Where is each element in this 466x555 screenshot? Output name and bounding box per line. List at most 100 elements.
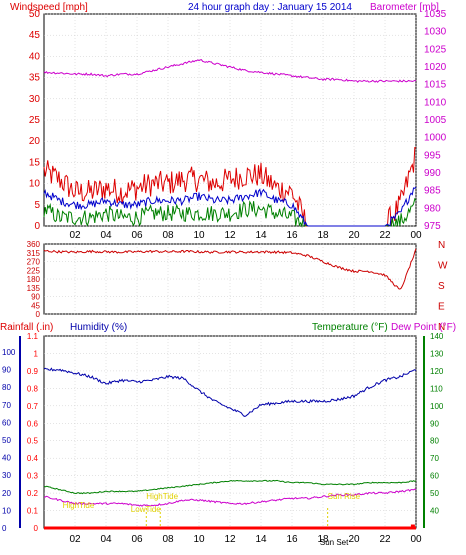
rain-tick-label: 0.7: [27, 402, 39, 411]
y-tick-label: 360: [27, 240, 41, 249]
humidity-series: [43, 367, 417, 417]
temp-tick-label: 130: [430, 349, 444, 358]
x-tick-label: 02: [69, 534, 81, 545]
humidity-tick-label: 80: [2, 383, 11, 392]
y-tick-label: 40: [29, 51, 41, 62]
x-tick-label: 00: [410, 534, 422, 545]
rain-tick-label: 0.8: [27, 384, 39, 393]
wind-y-axis: 0 5 10 15 20 25 30 35 40 45 50: [29, 9, 41, 232]
temp-series: [43, 367, 417, 530]
compass-label: E: [438, 302, 445, 313]
rain-tick-label: 0.2: [27, 489, 39, 498]
y2-tick-label: 995: [424, 150, 441, 161]
barometer-y-axis: 975 980 985 990 995 1000 1005 1010 1015 1020 1025 1…: [424, 9, 447, 232]
y-tick-label: 50: [29, 9, 41, 20]
humidity-tick-label: 30: [2, 471, 11, 480]
humidity-tick-label: 50: [2, 436, 11, 445]
y-tick-label: 25: [29, 115, 41, 126]
temp-panel-grid: [44, 335, 417, 529]
direction-series: [43, 248, 417, 290]
temp-tick-label: 70: [430, 454, 439, 463]
rain-tick-label: 0.5: [27, 437, 39, 446]
x-tick-label: 00: [410, 230, 422, 241]
temperature-series: [43, 479, 417, 495]
wind-panel-grid: [44, 13, 417, 227]
y-tick-label: 45: [29, 30, 41, 41]
y-tick-label: 90: [31, 293, 40, 302]
barometer-series: [43, 59, 417, 83]
humidity-tick-label: 40: [2, 454, 11, 463]
wind-series: [43, 59, 417, 228]
sun-label: Sun Set: [320, 538, 349, 547]
x-tick-label: 04: [100, 230, 112, 241]
y2-tick-label: 1015: [424, 80, 447, 91]
y-tick-label: 20: [29, 136, 41, 147]
y2-tick-label: 975: [424, 221, 441, 232]
x-tick-label: 14: [255, 534, 267, 545]
y-tick-label: 5: [34, 200, 40, 211]
temp-tick-label: 140: [430, 332, 444, 341]
y-tick-label: 180: [27, 275, 41, 284]
humidity-label: Humidity (%): [70, 322, 127, 333]
x-tick-label: 12: [224, 230, 236, 241]
humidity-tick-label: 20: [2, 489, 11, 498]
dewpoint-label: Dew Point (°F): [391, 322, 456, 333]
rain-tick-label: 0.4: [27, 454, 39, 463]
wind-x-axis: 02 04 06 08 10 12 14 16 18 20 22 00: [69, 230, 422, 241]
rain-tick-label: 0.3: [27, 472, 39, 481]
x-tick-label: 10: [193, 230, 205, 241]
x-tick-label: 06: [131, 230, 143, 241]
x-tick-label: 06: [131, 534, 143, 545]
temp-tick-label: 50: [430, 489, 439, 498]
x-tick-label: 16: [286, 230, 298, 241]
humidity-y-axis: 0 10 20 30 40 50 60 70 80 90 100: [2, 336, 21, 533]
windspeed-label: Windspeed [mph]: [10, 2, 88, 13]
x-tick-label: 16: [286, 534, 298, 545]
y-tick-label: 135: [27, 284, 41, 293]
chart-title: 24 hour graph day : January 15 2014: [188, 2, 352, 13]
y2-tick-label: 1010: [424, 97, 447, 108]
sun-label: Sun Rise: [328, 492, 361, 501]
humidity-tick-label: 70: [2, 401, 11, 410]
x-tick-label: 14: [255, 230, 267, 241]
y-tick-label: 10: [29, 179, 41, 190]
compass-label: N: [438, 322, 445, 333]
temp-tick-label: 120: [430, 367, 444, 376]
dewpoint-series: [43, 488, 417, 507]
direction-panel-grid: [44, 243, 417, 315]
x-tick-label: 02: [69, 230, 81, 241]
rainfall-y-axis: 0 0.1 0.2 0.3 0.4 0.5 0.6 0.7 0.8 0.9 1 1.1: [27, 332, 39, 533]
temp-x-axis: 02 04 06 08 10 12 14 16 18 20 22 00: [69, 534, 422, 545]
x-tick-label: 18: [317, 534, 329, 545]
rainfall-label: Rainfall (.in): [0, 322, 53, 333]
y2-tick-label: 990: [424, 168, 441, 179]
x-tick-label: 22: [379, 534, 391, 545]
tide-label: HighTide: [63, 501, 95, 510]
x-tick-label: 18: [317, 230, 329, 241]
y-tick-label: 270: [27, 258, 41, 267]
temp-tick-label: 80: [430, 437, 439, 446]
y-tick-label: 15: [29, 157, 41, 168]
tide-label: HighTide: [146, 492, 178, 501]
y2-tick-label: 980: [424, 203, 441, 214]
rain-tick-label: 0.6: [27, 419, 39, 428]
temperature-humidity-panel: 0 0.1 0.2 0.3 0.4 0.5 0.6 0.7 0.8 0.9 1 1.1 0 10 20 30…: [0, 322, 456, 547]
wind-direction-series: [43, 248, 417, 290]
temp-tick-label: 100: [430, 402, 444, 411]
humidity-tick-label: 10: [2, 506, 11, 515]
temp-tick-label: 60: [430, 472, 439, 481]
temperature-y-axis: 40 50 60 70 80 90 100 110 120 130 140: [423, 332, 444, 528]
y-tick-label: 35: [29, 73, 41, 84]
x-tick-label: 10: [193, 534, 205, 545]
compass-label: W: [438, 261, 448, 272]
y-tick-label: 225: [27, 266, 41, 275]
rain-tick-label: 0.1: [27, 507, 39, 516]
x-tick-label: 04: [100, 534, 112, 545]
